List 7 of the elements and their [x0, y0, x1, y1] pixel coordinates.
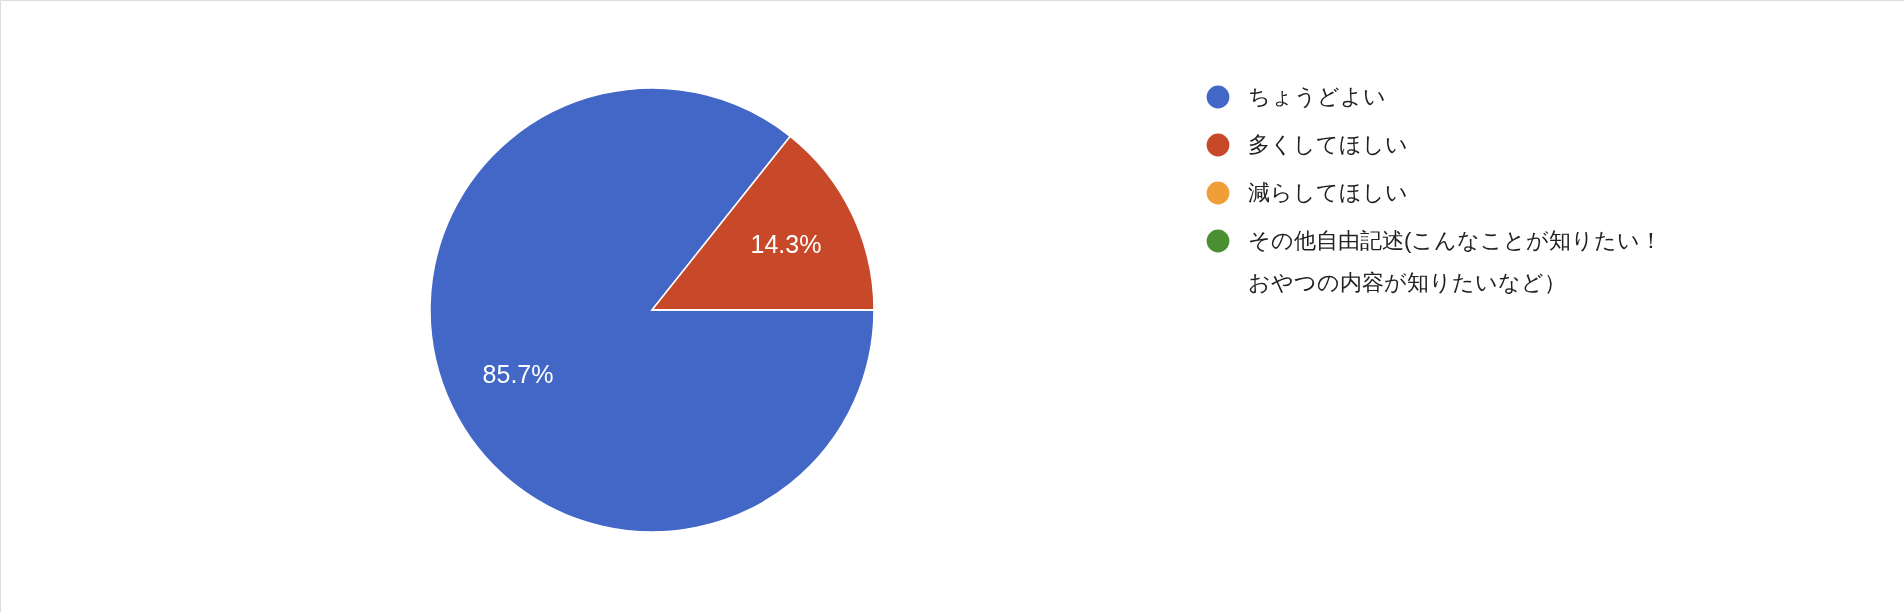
legend-label: 減らしてほしい — [1248, 180, 1408, 205]
data-label: 85.7% — [482, 359, 554, 388]
data-label: 14.3% — [750, 230, 822, 259]
legend-label: ちょうどよい — [1248, 84, 1386, 109]
pie-slice — [429, 87, 875, 533]
legend-label: その他自由記述(こんなことが知りたい！おやつの内容が知りたいなど） — [1248, 228, 1663, 295]
legend-label: 多くしてほしい — [1248, 132, 1408, 157]
